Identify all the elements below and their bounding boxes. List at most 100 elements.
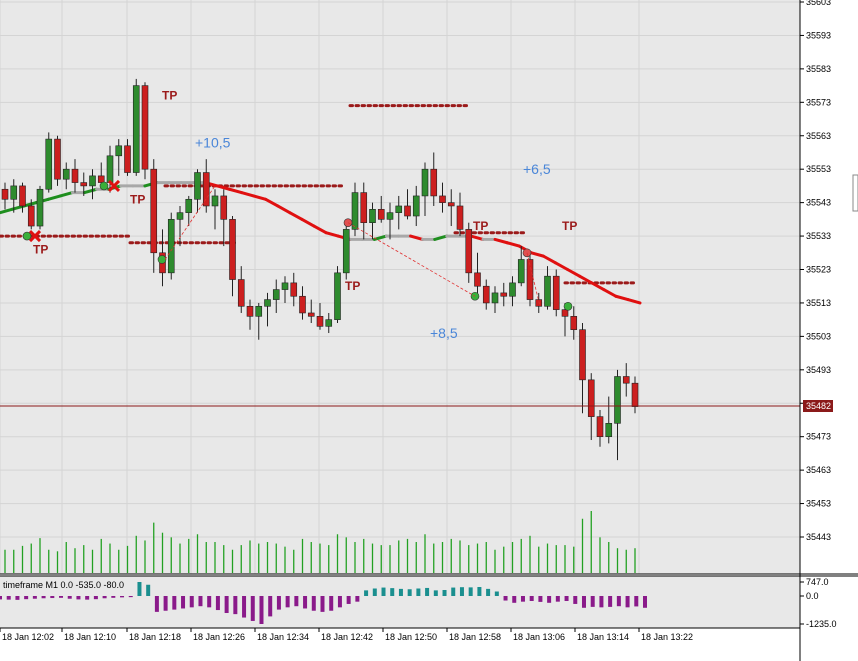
candle-body (10, 185, 18, 200)
candle-body (62, 168, 70, 180)
ma-segment (614, 294, 630, 302)
time-tick-label: 18 Jan 12:18 (129, 632, 181, 642)
ma-segment (264, 197, 280, 208)
time-tick-label: 18 Jan 13:22 (641, 632, 693, 642)
ma-segment (83, 187, 99, 195)
candle-body (71, 168, 79, 183)
oscillator-bar (0, 596, 2, 600)
oscillator-bar (250, 596, 255, 621)
candle-body (272, 289, 280, 300)
candle-body (395, 205, 403, 213)
candle-body (1, 188, 9, 200)
oscillator-bar (6, 596, 11, 600)
oscillator-bar (111, 596, 116, 598)
time-tick-label: 18 Jan 12:26 (193, 632, 245, 642)
candle-body (552, 275, 560, 310)
candle-body (237, 279, 245, 307)
entry-marker (99, 181, 109, 191)
trade-pnl-label: +8,5 (430, 325, 458, 341)
price-tick-label: 35513 (806, 298, 831, 308)
time-tick-label: 18 Jan 12:34 (257, 632, 309, 642)
trade-pnl-label: +6,5 (523, 161, 551, 177)
ma-segment (22, 201, 38, 208)
oscillator-bar (581, 596, 586, 608)
candle-body (474, 272, 481, 287)
oscillator-bar (538, 596, 543, 602)
oscillator-bar (643, 596, 647, 608)
candle-body (141, 85, 149, 170)
candle-body (517, 259, 525, 284)
scrollbar-thumb[interactable] (852, 174, 858, 212)
oscillator-bar (224, 596, 229, 614)
price-tick-label: 35603 (806, 0, 831, 7)
ma-segment (469, 234, 485, 241)
oscillator-bar (172, 596, 177, 610)
candle-body (351, 192, 359, 230)
ma-segment (409, 234, 425, 241)
oscillator-bar (85, 596, 90, 600)
ma-segment (288, 211, 304, 221)
ma-segment (312, 224, 328, 235)
price-axis[interactable]: 35603 35593 35583 35573 35563 35553 35543 35533… (800, 0, 831, 542)
oscillator-bar (407, 589, 412, 596)
time-tick-label: 18 Jan 12:42 (321, 632, 373, 642)
ma-segment (553, 261, 570, 271)
price-tick-label: 35523 (806, 265, 831, 275)
candle-body (106, 155, 114, 183)
candle-body (255, 305, 263, 317)
candle-body (439, 195, 446, 203)
candle-body (299, 295, 306, 314)
oscillator-bar (137, 582, 142, 596)
price-tick-label: 35503 (806, 331, 831, 341)
candle-body (176, 212, 184, 220)
candle-body (465, 229, 473, 274)
time-tick-label: 18 Jan 12:58 (449, 632, 501, 642)
time-axis[interactable]: 18 Jan 12:02 18 Jan 12:10 18 Jan 12:18 18 J… (0, 628, 693, 642)
oscillator-bar (50, 596, 55, 599)
candle-body (19, 185, 26, 207)
tp-label: TP (162, 89, 177, 103)
candle-body (579, 329, 586, 381)
candle-body (544, 275, 551, 307)
ma-segment (529, 251, 545, 258)
candle-body (80, 182, 88, 187)
candle-body (132, 85, 140, 173)
oscillator-bar (207, 596, 212, 608)
oscillator-bar (634, 596, 639, 607)
oscillator-bar (494, 591, 499, 596)
candle-body (185, 198, 193, 213)
oscillator-bar (555, 596, 560, 602)
ma-segment (324, 231, 340, 238)
candle-body (596, 416, 604, 437)
price-tick-label: 35593 (806, 30, 831, 40)
candle-body (27, 205, 35, 227)
oscillator-bar (625, 596, 630, 608)
trade-connector (347, 222, 476, 297)
exit-x-marker (28, 230, 42, 243)
ma-segment (252, 194, 268, 201)
price-tick-label: 35463 (806, 465, 831, 475)
oscillator-bar (154, 596, 159, 612)
candle-body (229, 219, 236, 280)
candle-body (307, 312, 315, 317)
candle-body (264, 299, 271, 307)
tp-label: TP (130, 192, 145, 206)
candle-body (430, 168, 438, 197)
candle-body (325, 319, 333, 327)
price-tick-label: 35543 (806, 198, 831, 208)
trade-connector (526, 252, 541, 307)
time-tick-label: 18 Jan 13:14 (577, 632, 629, 642)
ma-segment (215, 184, 231, 191)
candle-body (360, 192, 368, 223)
candle-body (605, 423, 613, 437)
ma-segment (276, 204, 292, 215)
ma-segment (505, 241, 521, 248)
oscillator-bar (599, 596, 604, 608)
oscillator-bar (398, 588, 403, 596)
oscillator-bar (372, 588, 377, 596)
current-price-label: 35482 (806, 401, 831, 411)
candle-body (281, 282, 289, 290)
time-tick-label: 18 Jan 13:06 (513, 632, 565, 642)
